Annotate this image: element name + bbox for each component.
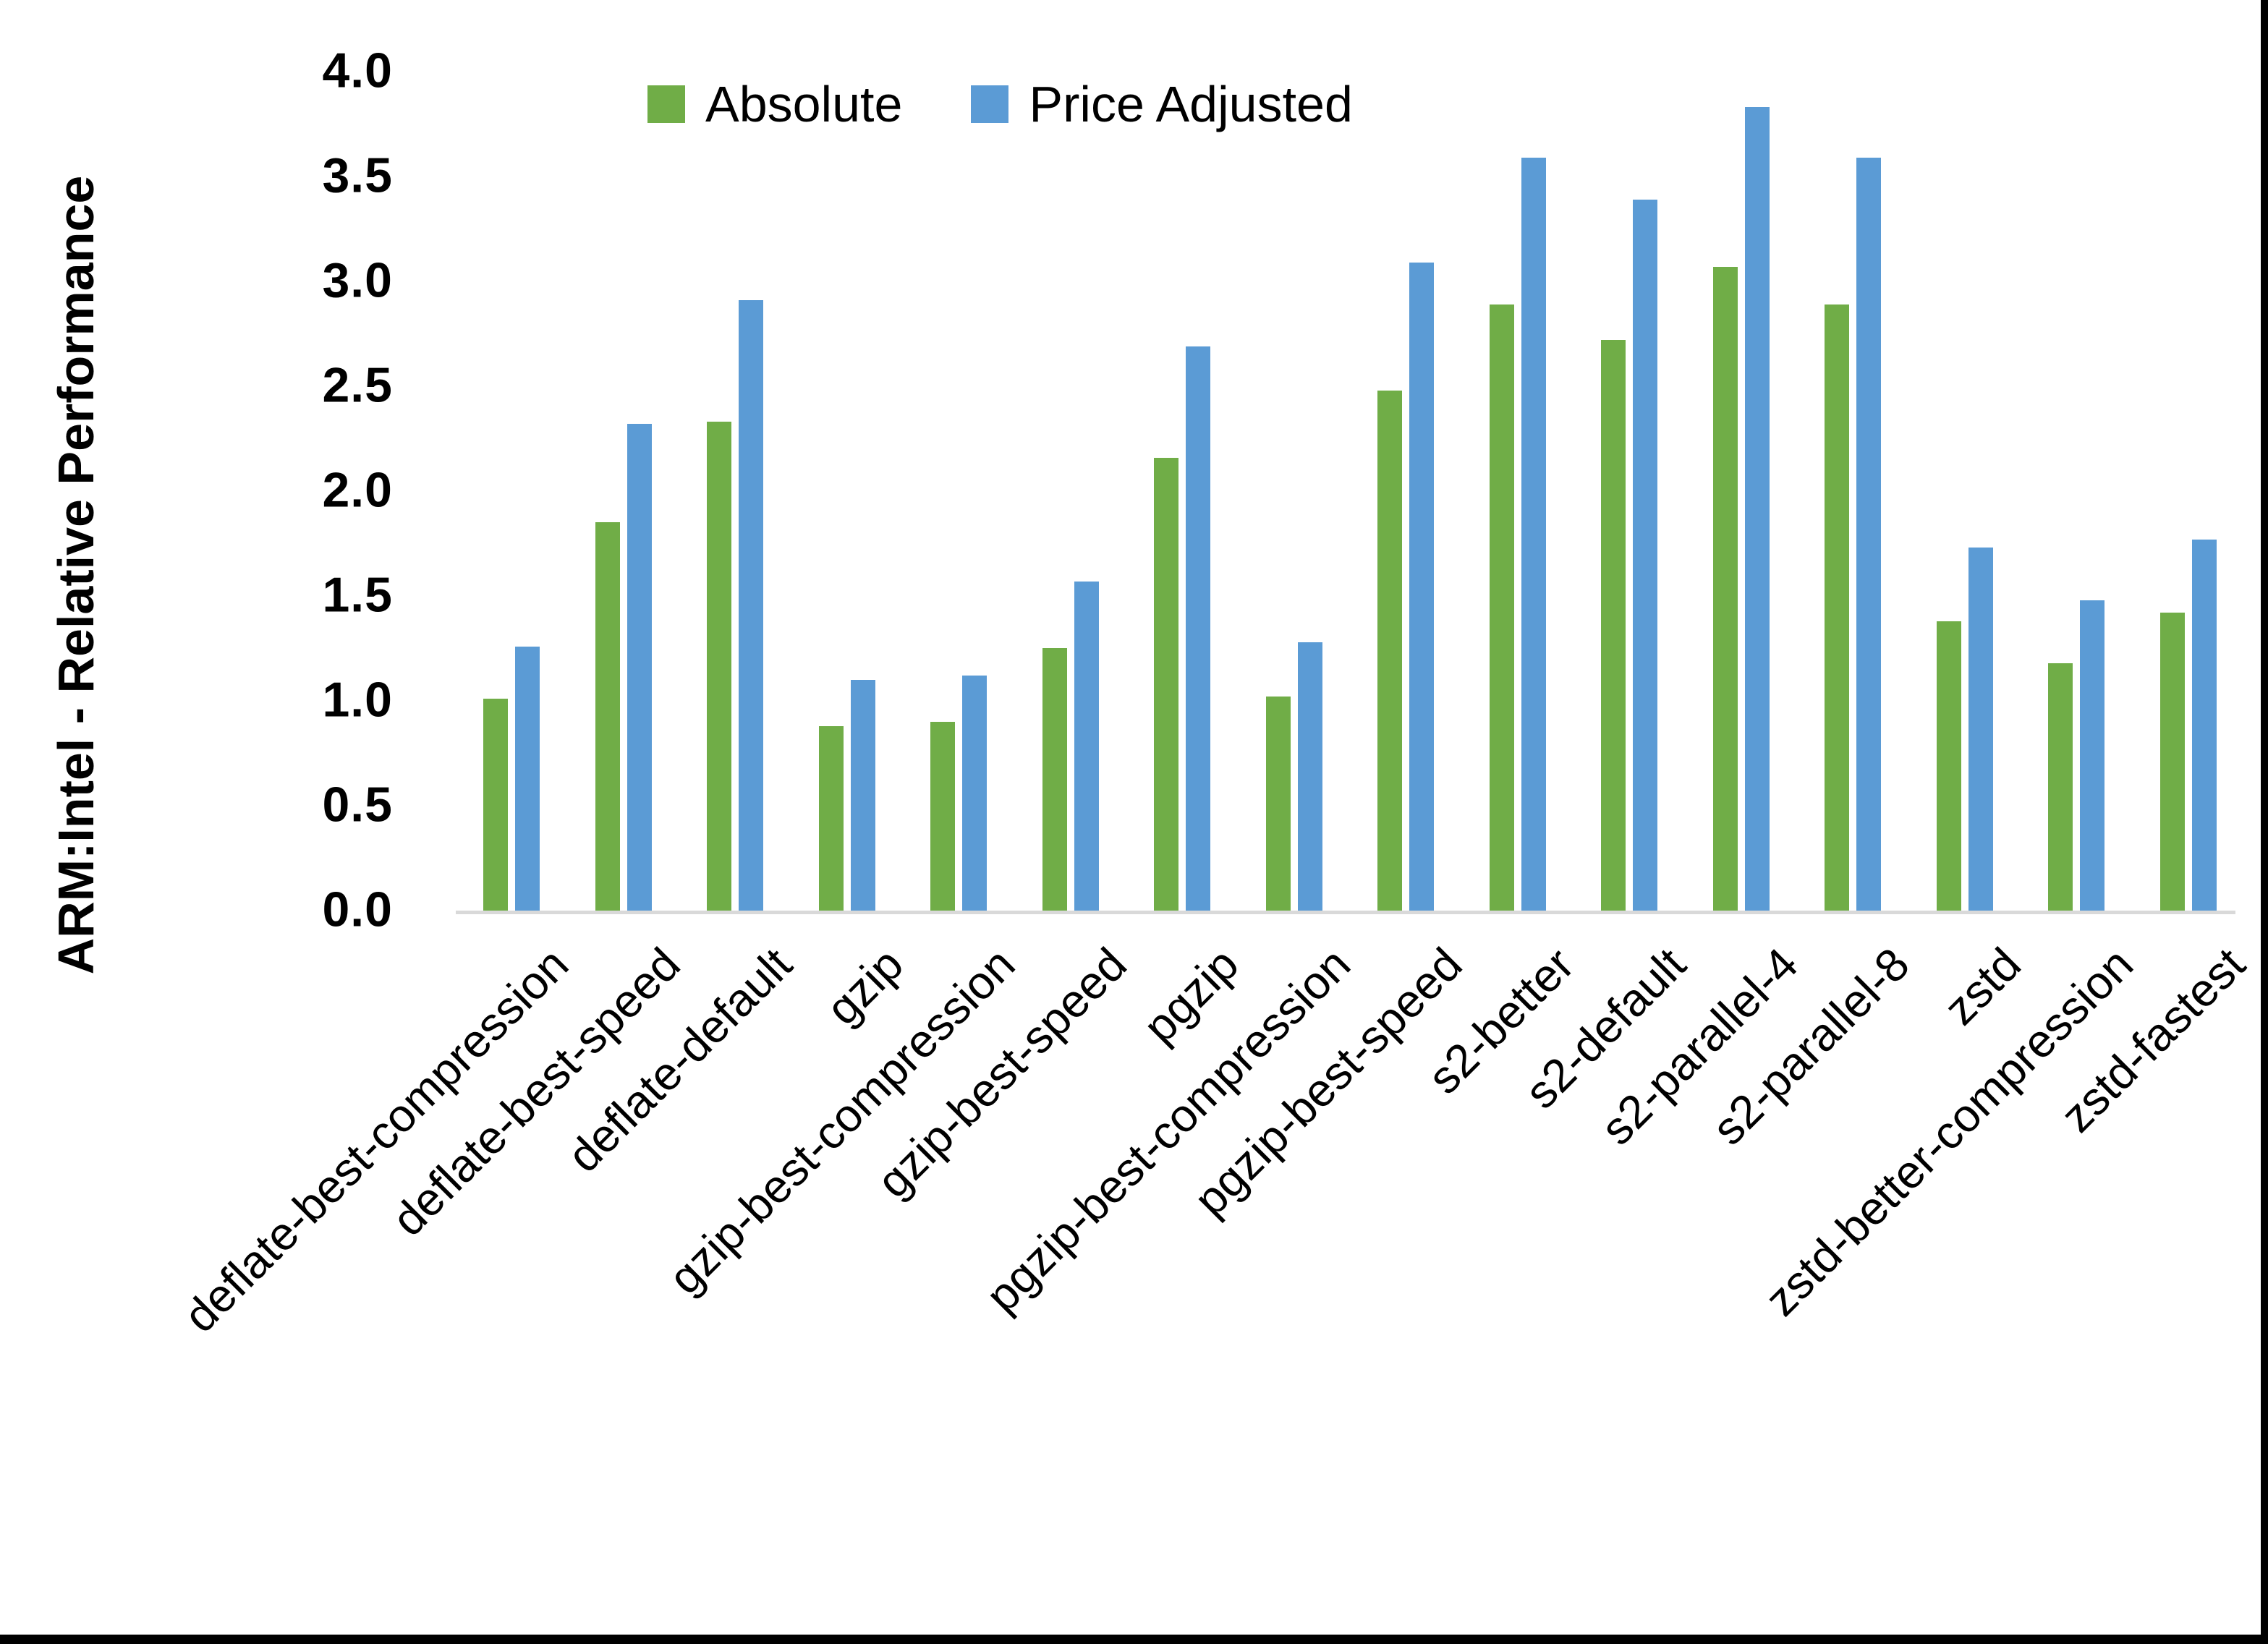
legend-label-absolute: Absolute (705, 76, 903, 132)
bar-absolute-deflate-best-speed (595, 522, 620, 911)
legend-item-price-adjusted: Price Adjusted (971, 75, 1353, 133)
y-tick-label-4.0: 4.0 (322, 43, 393, 98)
bar-price-adjusted-s2-parallel-4 (1745, 107, 1770, 911)
y-tick-label-3.5: 3.5 (322, 148, 393, 203)
bar-price-adjusted-s2-parallel-8 (1856, 158, 1881, 911)
bar-price-adjusted-pgzip-best-compression (1298, 642, 1322, 911)
bar-absolute-zstd-better-compression (2048, 663, 2073, 911)
bar-price-adjusted-pgzip (1186, 346, 1210, 911)
bottom-border-bar (0, 1635, 2268, 1644)
bar-price-adjusted-gzip-best-speed (1074, 582, 1099, 911)
bar-absolute-s2-parallel-4 (1713, 267, 1738, 911)
y-tick-label-0.5: 0.5 (322, 777, 393, 832)
bar-price-adjusted-deflate-default (739, 300, 763, 911)
bar-absolute-pgzip (1154, 458, 1178, 911)
bar-price-adjusted-deflate-best-speed (627, 424, 652, 911)
x-tick-label-gzip: gzip (816, 937, 914, 1035)
bar-price-adjusted-pgzip-best-speed (1409, 263, 1434, 911)
x-axis-line (456, 911, 2235, 914)
bar-absolute-zstd-fastest (2160, 613, 2185, 911)
bar-absolute-pgzip-best-compression (1266, 697, 1291, 911)
bar-absolute-pgzip-best-speed (1377, 391, 1402, 911)
bar-absolute-s2-parallel-8 (1825, 304, 1849, 911)
legend-label-price-adjusted: Price Adjusted (1029, 76, 1353, 132)
bar-price-adjusted-gzip-best-compression (962, 676, 987, 911)
right-border-bar (2261, 0, 2268, 1644)
y-tick-label-1.5: 1.5 (322, 567, 393, 623)
bar-price-adjusted-zstd-better-compression (2080, 600, 2105, 911)
bar-price-adjusted-deflate-best-compression (515, 647, 540, 911)
bar-absolute-gzip (819, 726, 844, 911)
bar-price-adjusted-zstd (1968, 548, 1993, 911)
y-tick-label-1.0: 1.0 (322, 672, 393, 728)
y-axis-title: ARM:Intel - Relative Performance (48, 175, 104, 975)
bar-absolute-zstd (1937, 621, 1961, 911)
bar-absolute-deflate-best-compression (483, 699, 508, 911)
legend: Absolute Price Adjusted (647, 75, 1353, 133)
bar-absolute-gzip-best-compression (930, 722, 955, 911)
bar-price-adjusted-s2-default (1633, 200, 1657, 911)
bar-price-adjusted-gzip (851, 680, 875, 911)
legend-swatch-absolute-icon (647, 85, 685, 123)
bar-absolute-s2-better (1490, 304, 1514, 911)
bar-absolute-deflate-default (707, 422, 731, 911)
bar-absolute-gzip-best-speed (1042, 648, 1067, 911)
y-tick-label-3.0: 3.0 (322, 252, 393, 308)
x-tick-label-zstd: zstd (1934, 937, 2031, 1035)
bar-price-adjusted-s2-better (1521, 158, 1546, 911)
y-tick-label-2.5: 2.5 (322, 357, 393, 413)
legend-swatch-price-adjusted-icon (971, 85, 1009, 123)
legend-item-absolute: Absolute (647, 75, 902, 133)
y-tick-label-0.0: 0.0 (322, 882, 393, 937)
bar-price-adjusted-zstd-fastest (2192, 540, 2217, 911)
y-tick-label-2.0: 2.0 (322, 462, 393, 518)
bar-absolute-s2-default (1601, 340, 1626, 911)
